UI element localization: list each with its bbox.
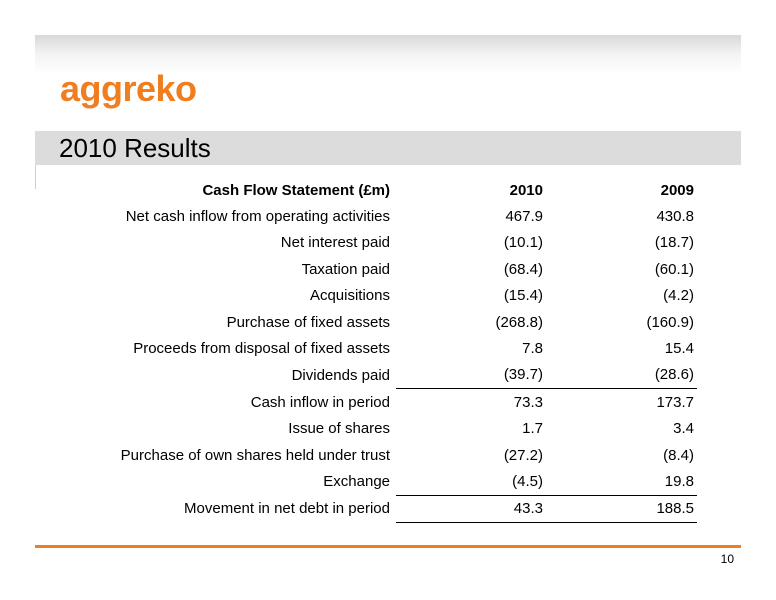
value-2009: (8.4) bbox=[663, 446, 694, 464]
row-label: Taxation paid bbox=[301, 260, 390, 278]
table-header-label: Cash Flow Statement (£m) bbox=[202, 181, 390, 199]
value-2010: 467.9 bbox=[505, 208, 543, 226]
value-2010: (27.2) bbox=[503, 446, 543, 464]
value-2009: 173.7 bbox=[545, 388, 697, 416]
row-label: Dividends paid bbox=[291, 366, 390, 384]
value-2010: (68.4) bbox=[503, 260, 543, 278]
row-label: Cash inflow in period bbox=[250, 393, 390, 411]
table-header-row: Cash Flow Statement (£m) 2010 2009 bbox=[98, 177, 697, 203]
row-label: Proceeds from disposal of fixed assets bbox=[133, 340, 390, 358]
left-rule bbox=[35, 165, 36, 189]
value-2009: (160.9) bbox=[646, 313, 694, 331]
cash-flow-table: Cash Flow Statement (£m) 2010 2009 Net c… bbox=[98, 177, 697, 524]
table-row-subtotal: Cash inflow in period 73.3 173.7 bbox=[98, 388, 697, 416]
page-title: 2010 Results bbox=[59, 133, 211, 163]
value-2009: (28.6) bbox=[654, 366, 694, 384]
table-header-2010: 2010 bbox=[509, 181, 543, 199]
table-row: Dividends paid (39.7) (28.6) bbox=[98, 362, 697, 389]
table-row: Purchase of fixed assets (268.8) (160.9) bbox=[98, 309, 697, 335]
value-2009: (18.7) bbox=[654, 234, 694, 252]
value-2010: 43.3 bbox=[396, 494, 545, 524]
value-2010: (4.5) bbox=[512, 472, 543, 490]
value-2010: (10.1) bbox=[503, 234, 543, 252]
value-2009: 188.5 bbox=[545, 494, 697, 524]
table-row: Net cash inflow from operating activitie… bbox=[98, 203, 697, 229]
value-2009: 19.8 bbox=[664, 472, 694, 490]
row-label: Movement in net debt in period bbox=[184, 500, 390, 518]
value-2010: (15.4) bbox=[503, 287, 543, 305]
row-label: Purchase of fixed assets bbox=[226, 313, 390, 331]
aggreko-logo: aggreko bbox=[60, 68, 197, 109]
value-2009: (60.1) bbox=[654, 260, 694, 278]
title-band bbox=[35, 131, 741, 165]
value-2010: (39.7) bbox=[503, 366, 543, 384]
row-label: Exchange bbox=[323, 473, 390, 491]
value-2009: 3.4 bbox=[673, 420, 694, 438]
value-2010: 7.8 bbox=[522, 340, 543, 358]
value-2009: 430.8 bbox=[656, 208, 694, 226]
value-2010: (268.8) bbox=[495, 313, 543, 331]
row-label: Net cash inflow from operating activitie… bbox=[125, 208, 390, 226]
footer-accent-line bbox=[35, 545, 741, 548]
row-label: Purchase of own shares held under trust bbox=[120, 446, 390, 464]
row-label: Net interest paid bbox=[280, 234, 390, 252]
page-number: 10 bbox=[720, 552, 734, 566]
row-label: Issue of shares bbox=[288, 420, 390, 438]
row-label: Acquisitions bbox=[309, 287, 390, 305]
value-2009: 15.4 bbox=[664, 340, 694, 358]
table-row: Taxation paid (68.4) (60.1) bbox=[98, 256, 697, 282]
table-row-total: Movement in net debt in period 43.3 188.… bbox=[98, 494, 697, 524]
table-row: Proceeds from disposal of fixed assets 7… bbox=[98, 335, 697, 361]
table-row: Exchange (4.5) 19.8 bbox=[98, 468, 697, 495]
value-2010: 1.7 bbox=[522, 420, 543, 438]
table-row: Purchase of own shares held under trust … bbox=[98, 442, 697, 468]
value-2010: 73.3 bbox=[396, 388, 545, 416]
value-2009: (4.2) bbox=[663, 287, 694, 305]
table-row: Acquisitions (15.4) (4.2) bbox=[98, 283, 697, 309]
table-header-2009: 2009 bbox=[660, 181, 694, 199]
table-row: Net interest paid (10.1) (18.7) bbox=[98, 230, 697, 256]
table-row: Issue of shares 1.7 3.4 bbox=[98, 416, 697, 442]
